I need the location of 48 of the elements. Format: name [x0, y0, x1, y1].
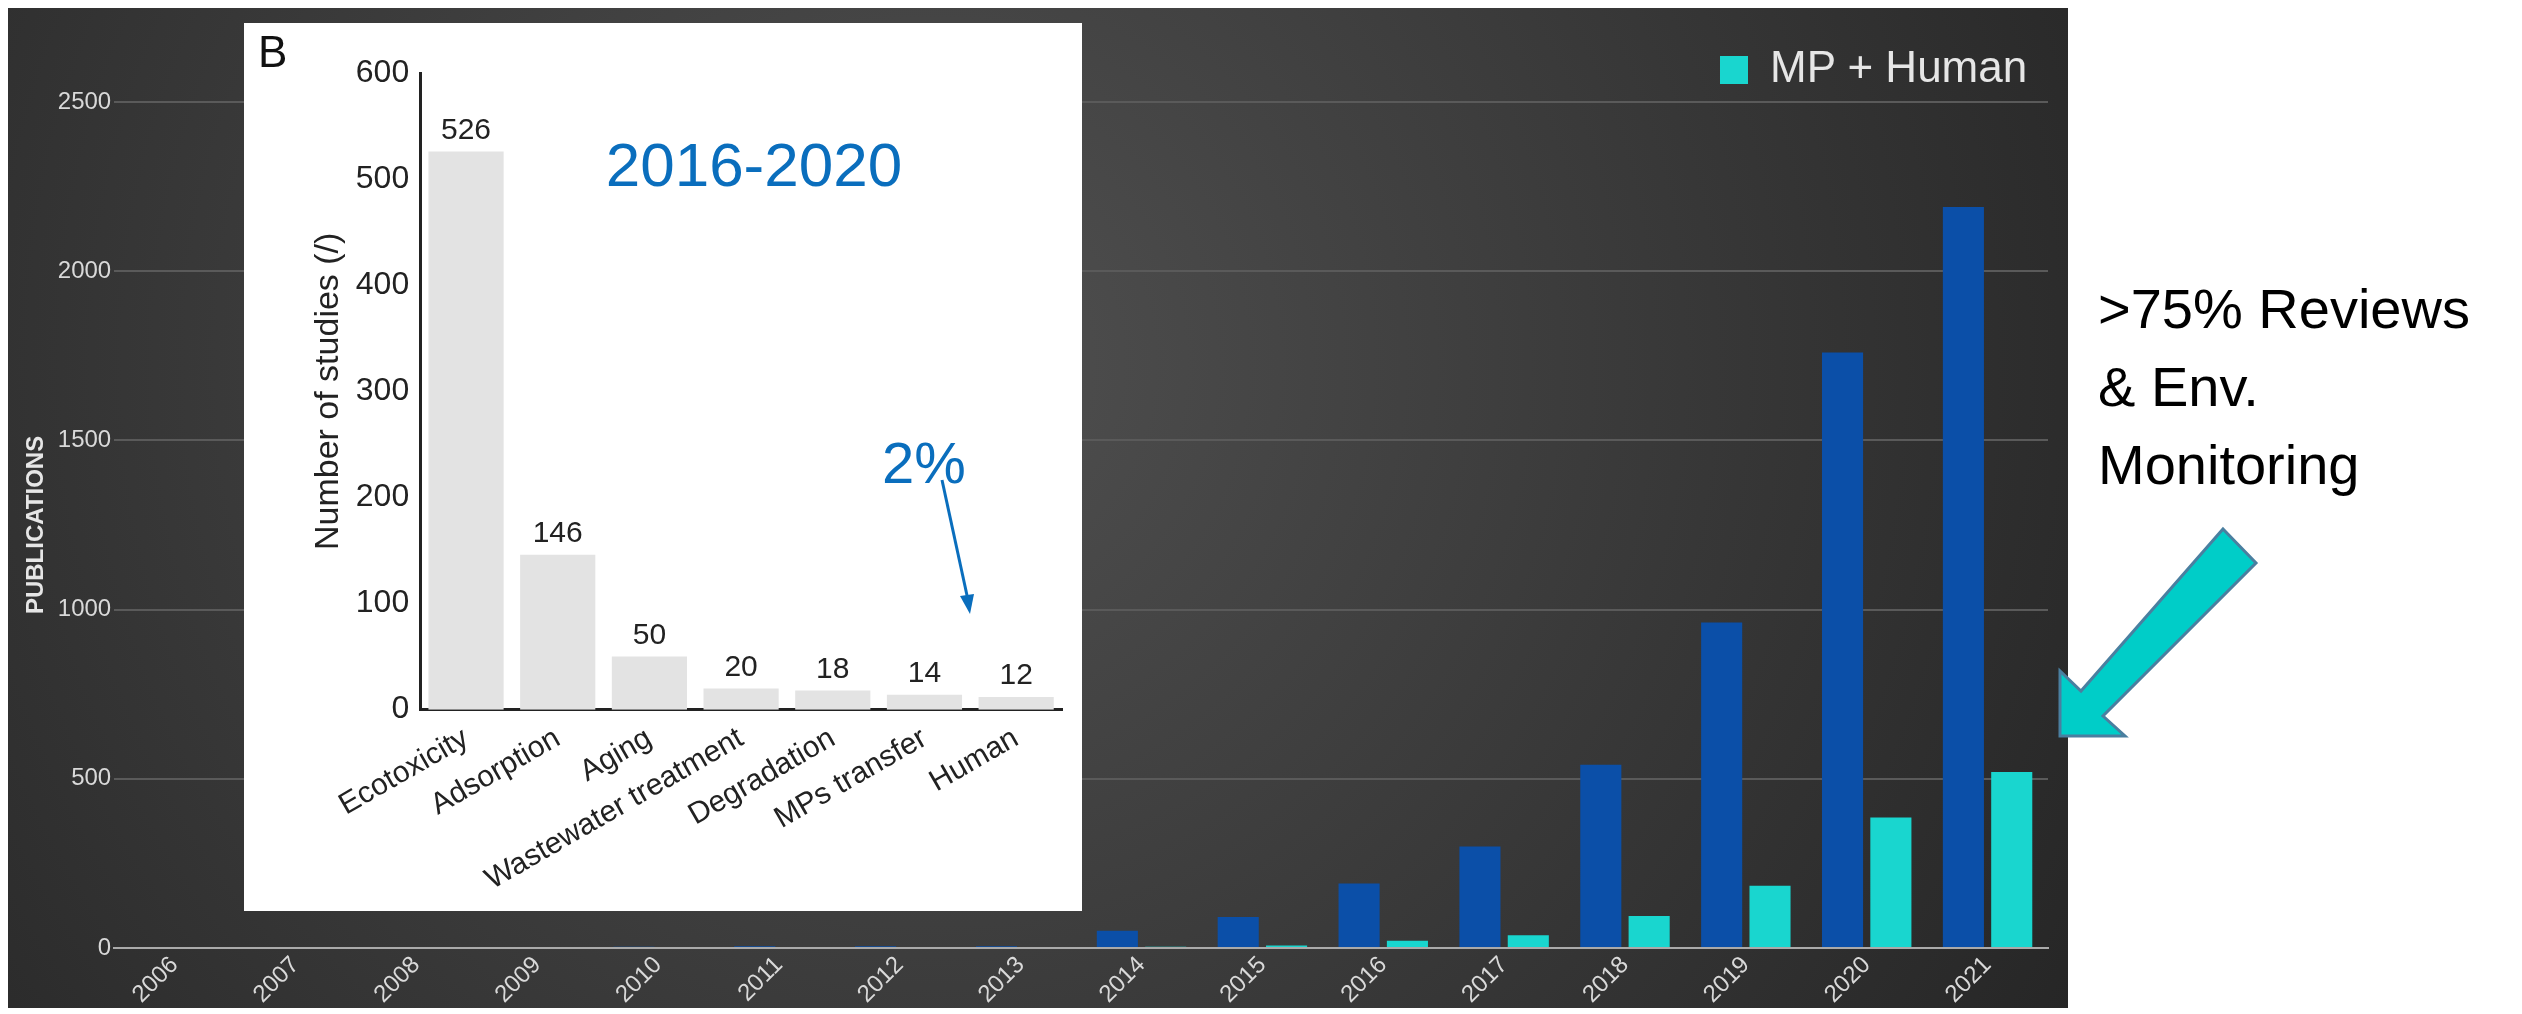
bar	[703, 688, 779, 710]
text: B	[258, 27, 288, 77]
bar	[1217, 917, 1259, 947]
bar	[1991, 771, 2033, 947]
y-tick-label: 0	[391, 689, 410, 726]
y-tick-label: 1000	[57, 594, 112, 622]
bar	[611, 656, 687, 710]
y-tick-label: 500	[71, 763, 112, 791]
bar	[1386, 940, 1428, 947]
bar	[1942, 206, 1984, 947]
data-label: 50	[632, 616, 667, 650]
y-tick-label: 1500	[57, 424, 112, 452]
bar	[1749, 885, 1791, 947]
bar	[1507, 935, 1549, 947]
y-tick-label: 2500	[57, 86, 112, 114]
bar	[520, 554, 596, 710]
data-label: 146	[532, 515, 583, 549]
y-tick-label: 200	[355, 477, 410, 514]
y-axis-title: PUBLICATIONS	[21, 435, 49, 615]
bar	[1338, 883, 1380, 947]
bar	[978, 696, 1054, 710]
data-label: 526	[441, 111, 492, 145]
y-tick-label: 0	[97, 932, 112, 960]
bar	[886, 694, 963, 710]
y-tick-label: 400	[355, 265, 410, 302]
y-tick-label: 600	[355, 52, 410, 89]
bar	[1096, 930, 1138, 947]
bar	[1870, 817, 1912, 947]
bar	[1459, 846, 1501, 947]
y-tick-label: 100	[355, 583, 410, 620]
bar	[1701, 622, 1743, 947]
bar	[428, 151, 504, 710]
y-axis-title: Number of studies (/)	[306, 232, 345, 551]
bar	[1821, 352, 1864, 947]
bar	[795, 690, 871, 710]
legend-label: MP + Human	[1770, 42, 2028, 92]
data-label: 20	[724, 648, 758, 682]
text: >75% Reviews & Env. Monitoring	[2098, 276, 2471, 498]
data-label: 14	[907, 655, 942, 689]
bar	[1580, 764, 1622, 947]
annotation: 2016-2020	[605, 129, 903, 199]
annotation: 2%	[882, 430, 966, 495]
bar	[1628, 916, 1670, 947]
data-label: 18	[816, 650, 850, 684]
data-label: 12	[999, 657, 1033, 691]
y-tick-label: 2000	[57, 255, 112, 283]
y-tick-label: 500	[355, 158, 410, 195]
y-tick-label: 300	[355, 371, 410, 408]
